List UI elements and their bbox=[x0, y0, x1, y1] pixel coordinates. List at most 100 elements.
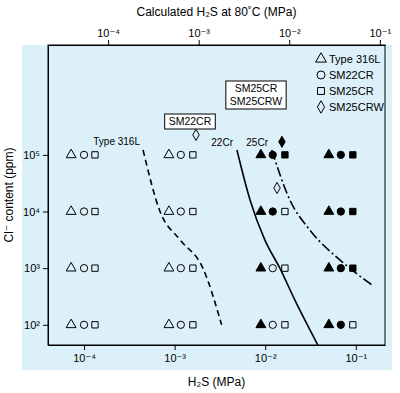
annotation-text: SM25CR bbox=[235, 82, 278, 94]
curve-label: 25Cr bbox=[246, 137, 268, 148]
point bbox=[80, 321, 87, 328]
tick-label: 10⁻¹ bbox=[369, 27, 391, 39]
point bbox=[177, 151, 184, 158]
point bbox=[190, 208, 196, 214]
curve-label: Type 316L bbox=[93, 136, 140, 147]
tick: 10⁻⁴ bbox=[73, 345, 96, 364]
x2-axis-title: Calculated H₂S at 80˚C (MPa) bbox=[136, 5, 296, 19]
point bbox=[324, 206, 334, 215]
annotation: SM22CR bbox=[165, 114, 216, 129]
legend-label: SM22CR bbox=[329, 69, 374, 81]
tick-label: 10⁻³ bbox=[188, 27, 210, 39]
point bbox=[350, 208, 356, 214]
x-axis-title: H₂S (MPa) bbox=[188, 375, 245, 389]
boundary-curve bbox=[143, 150, 222, 325]
axis-line bbox=[49, 345, 386, 346]
tick-mark bbox=[265, 345, 266, 350]
legend-marker bbox=[317, 71, 325, 79]
tick-mark bbox=[289, 40, 290, 45]
tick-mark bbox=[43, 325, 48, 326]
axis-line bbox=[48, 46, 49, 346]
point bbox=[164, 149, 174, 158]
tick-label: 10⁻² bbox=[279, 27, 301, 39]
annotation-box bbox=[226, 81, 286, 109]
tick-label: 10⁻⁴ bbox=[73, 352, 96, 364]
point bbox=[350, 265, 356, 271]
point bbox=[274, 182, 280, 193]
tick: 10⁻³ bbox=[188, 27, 210, 45]
tick-mark bbox=[199, 40, 200, 45]
tick-mark bbox=[380, 40, 381, 45]
boundary-curve bbox=[272, 150, 372, 285]
tick-label: 10⁵ bbox=[23, 149, 40, 161]
point bbox=[66, 149, 76, 158]
point bbox=[337, 208, 344, 215]
tick-mark bbox=[84, 345, 85, 350]
tick-mark bbox=[43, 212, 48, 213]
y-axis-title: Cl⁻ content (ppm) bbox=[2, 147, 16, 242]
plot-marks bbox=[66, 129, 372, 345]
tick-mark bbox=[43, 155, 48, 156]
point bbox=[256, 206, 266, 215]
boundary-curve bbox=[237, 150, 318, 345]
point bbox=[279, 136, 285, 147]
tick-mark bbox=[43, 268, 48, 269]
tick-label: 10² bbox=[24, 319, 40, 331]
point bbox=[256, 319, 266, 328]
point bbox=[80, 151, 87, 158]
point bbox=[66, 319, 76, 328]
point bbox=[337, 265, 344, 272]
tick: 10⁻⁴ bbox=[97, 27, 120, 45]
curve-label: 22Cr bbox=[211, 137, 233, 148]
point bbox=[164, 319, 174, 328]
legend: Type 316L SM22CR SM25CR SM25CRW bbox=[316, 53, 385, 113]
tick-label: 10⁴ bbox=[23, 206, 40, 218]
background bbox=[22, 45, 392, 370]
point bbox=[269, 151, 276, 158]
legend-label: SM25CR bbox=[329, 85, 374, 97]
tick: 10² bbox=[24, 319, 48, 331]
point bbox=[337, 321, 344, 328]
point bbox=[190, 152, 196, 158]
point bbox=[350, 152, 356, 158]
plot-frame bbox=[48, 45, 385, 345]
tick: 10⁵ bbox=[23, 149, 48, 161]
point bbox=[324, 149, 334, 158]
point bbox=[164, 262, 174, 271]
point bbox=[256, 262, 266, 271]
x-axis: 10⁻⁴10⁻³10⁻²10⁻¹ bbox=[49, 345, 386, 364]
point bbox=[92, 152, 98, 158]
legend-label: Type 316L bbox=[329, 53, 380, 65]
legend-label: SM25CRW bbox=[329, 101, 384, 113]
axis-line bbox=[49, 45, 386, 46]
point bbox=[324, 262, 334, 271]
annotation-text: SM25CRW bbox=[230, 95, 282, 107]
y-axis: 10² 10³ 10⁴ 10⁵ bbox=[23, 46, 48, 346]
point bbox=[282, 208, 288, 214]
tick: 10⁴ bbox=[23, 206, 48, 218]
tick-label: 10⁻¹ bbox=[345, 352, 367, 364]
point bbox=[177, 321, 184, 328]
point bbox=[269, 321, 276, 328]
tick-label: 10⁻⁴ bbox=[97, 27, 120, 39]
annotation-text: SM22CR bbox=[169, 115, 212, 127]
annotation: SM25CRSM25CRW bbox=[226, 81, 286, 109]
point bbox=[92, 322, 98, 328]
chart-svg: 10⁻⁴10⁻³10⁻²10⁻¹10⁻⁴10⁻³10⁻²10⁻¹10²10³10… bbox=[0, 0, 400, 393]
tick-mark bbox=[175, 345, 176, 350]
point bbox=[177, 208, 184, 215]
legend-marker bbox=[316, 53, 327, 62]
tick: 10⁻² bbox=[279, 27, 301, 45]
tick-label: 10⁻³ bbox=[164, 352, 186, 364]
tick-mark bbox=[356, 345, 357, 350]
series bbox=[66, 149, 334, 327]
point bbox=[80, 208, 87, 215]
tick: 10³ bbox=[24, 262, 48, 274]
series bbox=[92, 152, 356, 328]
point bbox=[190, 265, 196, 271]
point bbox=[324, 319, 334, 328]
point bbox=[269, 208, 276, 215]
point bbox=[350, 322, 356, 328]
tick: 10⁻¹ bbox=[345, 345, 367, 364]
tick-label: 10³ bbox=[24, 262, 40, 274]
